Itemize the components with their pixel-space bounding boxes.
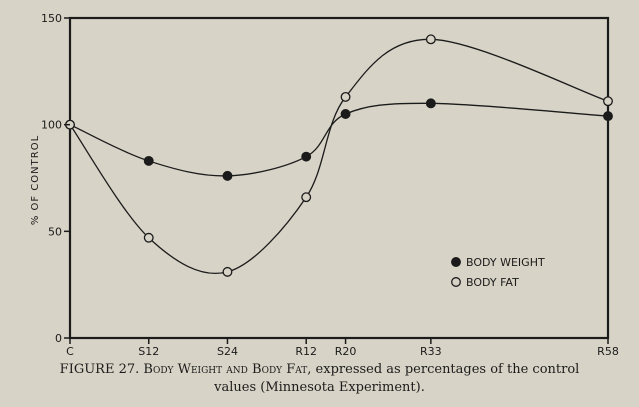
plot-frame: [68, 16, 610, 340]
body-weight-point-r58: [603, 111, 613, 122]
y-tick-label: 150: [41, 12, 62, 25]
x-tick-label: R58: [597, 345, 619, 358]
legend-label-body-weight: BODY WEIGHT: [466, 256, 545, 269]
chart-ticks: 0 50 100 150 C S12 S24 R12 R20 R33 R58: [41, 12, 619, 358]
chart-legend: BODY WEIGHT BODY FAT: [451, 256, 545, 289]
x-tick-label: R20: [335, 345, 357, 358]
figure-caption-line-2: values (Minnesota Experiment).: [0, 380, 639, 395]
line-chart: 0 50 100 150 C S12 S24 R12 R20 R33 R58 % OF CONTRO…: [30, 12, 619, 358]
body-weight-point-r33: [425, 98, 436, 109]
body-weight-point-s12: [143, 155, 154, 166]
y-axis-label: % OF CONTROL: [30, 135, 41, 225]
body-weight-point-r20: [340, 109, 351, 119]
y-tick-label: 50: [48, 225, 62, 238]
caption-title-part2: Body Fat: [252, 362, 308, 377]
body-fat-point-r12: [301, 192, 312, 203]
legend-marker-body-fat: [451, 277, 461, 287]
figure-caption-line-1: FIGURE 27. Body Weight and Body Fat, exp…: [0, 362, 639, 377]
caption-rest: , expressed as percentages of the contro…: [307, 362, 580, 377]
x-tick-label: R33: [420, 345, 442, 358]
body-fat-point-s24: [222, 266, 233, 277]
y-tick-label: 0: [55, 332, 62, 345]
legend-marker-body-weight: [451, 257, 461, 267]
chart-axes: [68, 16, 610, 340]
x-tick-label: R12: [295, 345, 317, 358]
body-fat-point-r20: [340, 91, 351, 102]
y-tick-label: 100: [41, 119, 62, 132]
body-weight-point-r12: [301, 151, 312, 162]
body-fat-point-r58: [603, 96, 613, 107]
caption-line2: values (Minnesota Experiment).: [214, 380, 425, 395]
caption-title-and: and: [226, 362, 248, 377]
chart-points: [65, 34, 613, 277]
legend-label-body-fat: BODY FAT: [466, 276, 519, 289]
body-weight-point-s24: [222, 170, 233, 181]
x-tick-label: C: [66, 345, 74, 358]
x-tick-label: S12: [138, 345, 159, 358]
caption-title-part1: Body Weight: [143, 362, 223, 377]
body-fat-point-r33: [425, 34, 436, 45]
x-tick-label: S24: [217, 345, 238, 358]
body-fat-point-s12: [143, 232, 154, 243]
figure-label: FIGURE 27.: [59, 362, 140, 377]
